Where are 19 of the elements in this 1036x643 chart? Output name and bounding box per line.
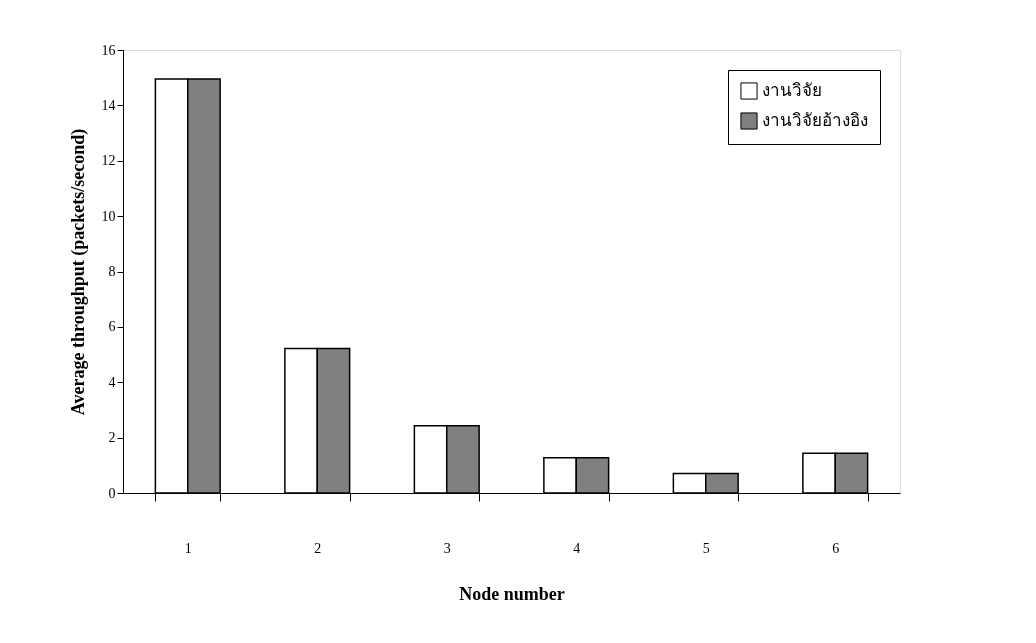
x-tick-label: 2 [314, 540, 322, 556]
x-tick-label: 6 [832, 540, 840, 556]
y-tick-label: 16 [101, 42, 116, 58]
x-tick-label: 3 [443, 540, 451, 556]
y-tick-label: 12 [101, 153, 116, 169]
y-tick-label: 0 [108, 485, 116, 501]
y-tick-label: 14 [101, 97, 116, 113]
x-tick-label: 1 [184, 540, 192, 556]
x-tick-label: 5 [702, 540, 710, 556]
legend-label: งานวิจัยอ้างอิง [762, 111, 868, 130]
y-axis-title: Average throughput (packets/second) [67, 128, 89, 416]
y-tick-label: 10 [101, 208, 116, 224]
y-tick-label: 6 [108, 319, 116, 335]
y-tick-label: 2 [108, 430, 116, 446]
y-tick-label: 8 [108, 264, 116, 279]
legend-label: งานวิจัย [762, 81, 822, 100]
x-axis-title: Node number [459, 583, 565, 604]
x-tick-label: 4 [573, 540, 581, 556]
y-tick-label: 4 [108, 374, 116, 390]
